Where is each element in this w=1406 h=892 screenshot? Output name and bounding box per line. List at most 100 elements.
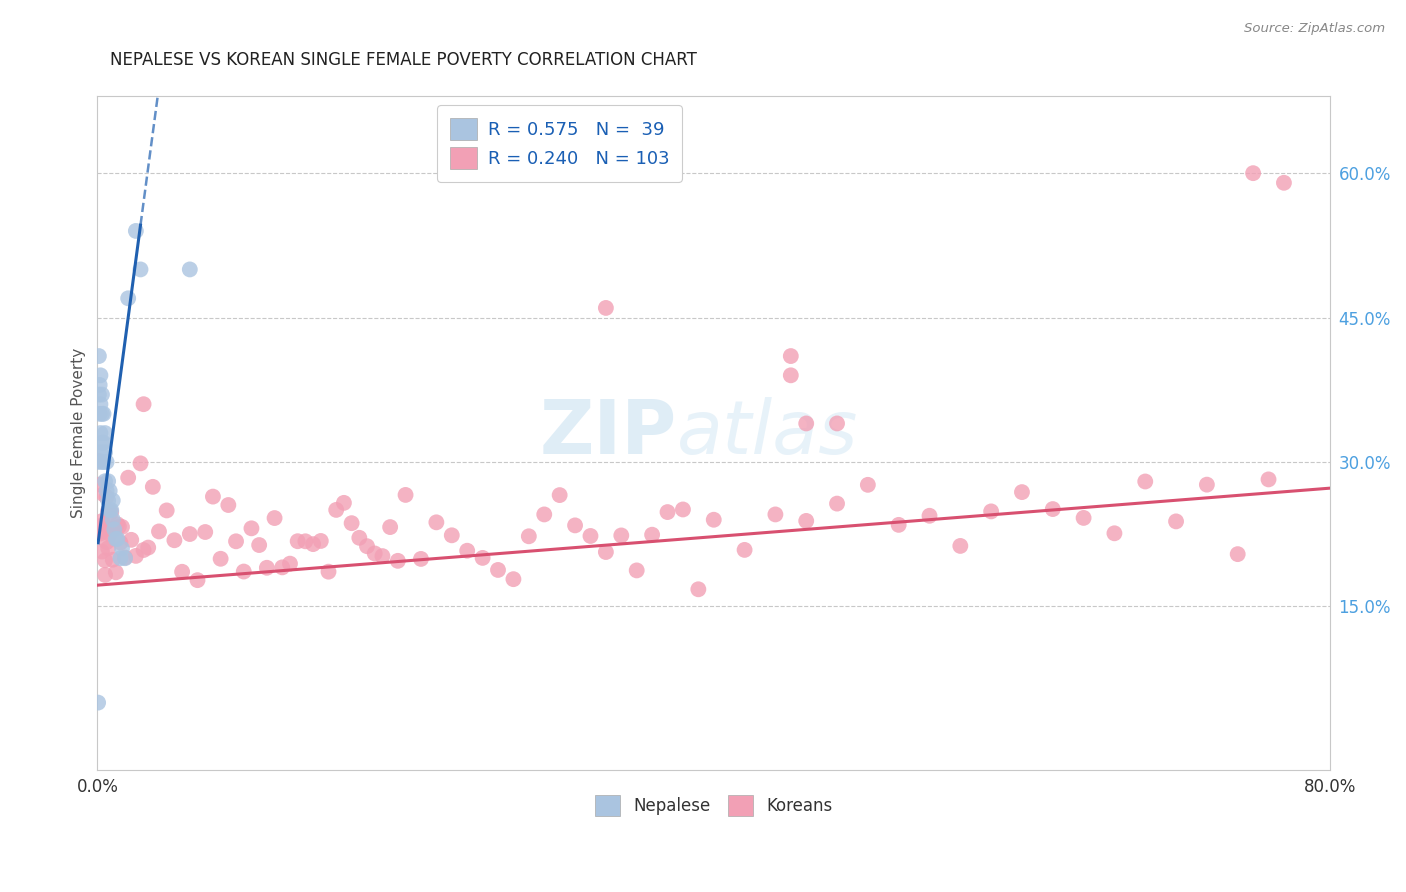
Point bbox=[136, 541, 159, 555]
Point bbox=[502, 572, 524, 586]
Text: ZIP: ZIP bbox=[540, 397, 676, 469]
Point bbox=[856, 478, 879, 492]
Point bbox=[201, 490, 224, 504]
Point bbox=[111, 520, 134, 534]
Point bbox=[232, 565, 254, 579]
Point bbox=[318, 565, 340, 579]
Point bbox=[89, 526, 111, 541]
Point bbox=[96, 483, 118, 498]
Point bbox=[456, 543, 478, 558]
Point bbox=[209, 551, 232, 566]
Point bbox=[132, 543, 155, 558]
Point bbox=[309, 533, 332, 548]
Point bbox=[278, 557, 301, 571]
Point bbox=[779, 349, 801, 363]
Point bbox=[918, 508, 941, 523]
Point bbox=[1257, 472, 1279, 486]
Point bbox=[179, 262, 201, 277]
Point bbox=[89, 407, 111, 421]
Y-axis label: Single Female Poverty: Single Female Poverty bbox=[72, 348, 86, 518]
Point bbox=[117, 471, 139, 485]
Point bbox=[409, 552, 432, 566]
Point bbox=[91, 387, 114, 401]
Point bbox=[763, 508, 786, 522]
Point bbox=[240, 521, 263, 535]
Point bbox=[949, 539, 972, 553]
Point bbox=[89, 445, 111, 459]
Point bbox=[94, 568, 117, 582]
Point bbox=[148, 524, 170, 539]
Point bbox=[93, 407, 115, 421]
Point bbox=[89, 378, 111, 392]
Point bbox=[100, 505, 122, 519]
Point bbox=[114, 550, 136, 565]
Point bbox=[1104, 526, 1126, 541]
Point bbox=[96, 490, 118, 504]
Point bbox=[533, 508, 555, 522]
Point bbox=[87, 454, 110, 468]
Text: atlas: atlas bbox=[676, 397, 858, 469]
Point bbox=[517, 529, 540, 543]
Point bbox=[96, 455, 118, 469]
Point bbox=[217, 498, 239, 512]
Point bbox=[1241, 166, 1264, 180]
Point bbox=[1226, 547, 1249, 561]
Point bbox=[97, 541, 120, 556]
Point bbox=[349, 531, 371, 545]
Point bbox=[225, 534, 247, 549]
Text: NEPALESE VS KOREAN SINGLE FEMALE POVERTY CORRELATION CHART: NEPALESE VS KOREAN SINGLE FEMALE POVERTY… bbox=[110, 51, 696, 70]
Point bbox=[486, 563, 509, 577]
Point bbox=[194, 524, 217, 539]
Point bbox=[1042, 502, 1064, 516]
Point bbox=[440, 528, 463, 542]
Point bbox=[94, 553, 117, 567]
Point bbox=[163, 533, 186, 548]
Point bbox=[579, 529, 602, 543]
Point bbox=[94, 474, 117, 488]
Point bbox=[100, 503, 122, 517]
Point bbox=[91, 435, 114, 450]
Point bbox=[87, 349, 110, 363]
Point bbox=[101, 513, 124, 527]
Point bbox=[87, 696, 110, 710]
Point bbox=[302, 537, 325, 551]
Point bbox=[129, 262, 152, 277]
Point bbox=[97, 504, 120, 518]
Point bbox=[340, 516, 363, 531]
Point bbox=[98, 526, 121, 541]
Point bbox=[356, 539, 378, 553]
Point bbox=[110, 535, 132, 549]
Point bbox=[89, 477, 111, 491]
Point bbox=[172, 565, 194, 579]
Point bbox=[114, 551, 136, 566]
Point bbox=[93, 487, 115, 501]
Point bbox=[91, 514, 114, 528]
Point bbox=[371, 549, 394, 563]
Point bbox=[108, 519, 131, 533]
Point bbox=[387, 554, 409, 568]
Point bbox=[87, 525, 110, 540]
Point bbox=[91, 455, 114, 469]
Point bbox=[120, 533, 142, 547]
Point bbox=[105, 517, 128, 532]
Point bbox=[179, 527, 201, 541]
Point bbox=[125, 549, 148, 563]
Point bbox=[378, 520, 401, 534]
Point bbox=[125, 224, 148, 238]
Point bbox=[132, 397, 155, 411]
Point bbox=[91, 407, 114, 421]
Point bbox=[425, 516, 447, 530]
Point bbox=[1135, 475, 1157, 489]
Point bbox=[97, 493, 120, 508]
Text: Source: ZipAtlas.com: Source: ZipAtlas.com bbox=[1244, 22, 1385, 36]
Point bbox=[779, 368, 801, 383]
Point bbox=[794, 417, 817, 431]
Point bbox=[287, 534, 309, 549]
Point bbox=[564, 518, 586, 533]
Point bbox=[93, 455, 115, 469]
Point bbox=[129, 456, 152, 470]
Point bbox=[98, 521, 121, 535]
Point bbox=[97, 474, 120, 488]
Point bbox=[1073, 511, 1095, 525]
Point bbox=[110, 551, 132, 566]
